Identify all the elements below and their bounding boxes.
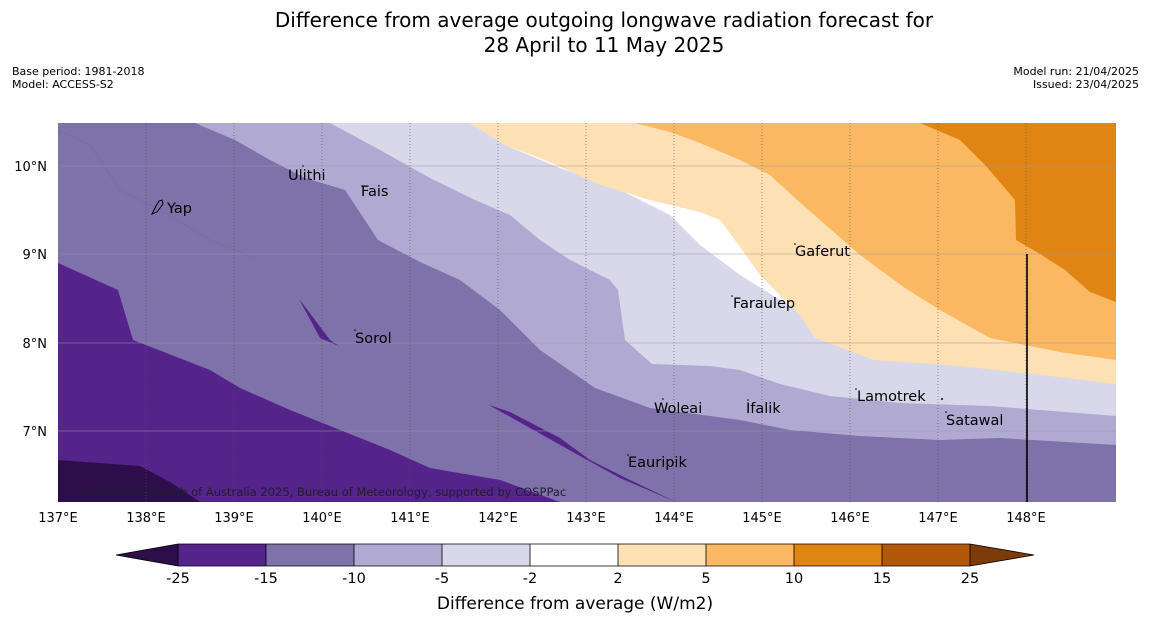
lon-tick-label: 137°E: [38, 511, 78, 526]
colorbar: -25 -15 -10 -5 -2 2 5 10 15 25: [115, 543, 1035, 587]
colorbar-bin: [266, 544, 354, 566]
lat-tick-label: 8°N: [23, 337, 48, 352]
title-line-2: 28 April to 11 May 2025: [483, 33, 725, 57]
colorbar-tick-label: 25: [961, 571, 979, 587]
colorbar-tick-label: 2: [613, 571, 622, 587]
colorbar-bin: [706, 544, 794, 566]
colorbar-tick-label: -5: [435, 571, 449, 587]
lon-tick-label: 143°E: [566, 511, 606, 526]
lon-tick-label: 139°E: [214, 511, 254, 526]
colorbar-arrow-right: [970, 544, 1034, 566]
colorbar-tick-label: 5: [701, 571, 710, 587]
latitude-axis: 10°N 9°N 8°N 7°N: [14, 160, 47, 440]
colorbar-tick-label: 15: [873, 571, 891, 587]
region-deep-negative: [58, 263, 560, 502]
colorbar-title: Difference from average (W/m2): [436, 594, 714, 614]
colorbar-tick-label: -15: [254, 571, 278, 587]
colorbar-bin: [618, 544, 706, 566]
place-label-sorol: Sorol: [355, 331, 392, 347]
lon-tick-label: 142°E: [478, 511, 518, 526]
colorbar-bin: [882, 544, 970, 566]
chart-title: Difference from average outgoing longwav…: [0, 8, 1150, 58]
colorbar-bin: [794, 544, 882, 566]
colorbar-arrow-left: [116, 544, 178, 566]
base-period-info: Base period: 1981-2018 Model: ACCESS-S2: [12, 65, 144, 91]
place-label-faraulep: Faraulep: [733, 296, 795, 312]
colorbar-tick-label: -10: [342, 571, 366, 587]
yap-island-outline: [150, 199, 164, 215]
copyright-notice: © Commonwealth of Australia 2025, Bureau…: [82, 485, 566, 499]
colorbar-tick-label: -25: [166, 571, 190, 587]
lon-tick-label: 147°E: [918, 511, 958, 526]
lon-tick-label: 145°E: [742, 511, 782, 526]
lon-tick-label: 148°E: [1006, 511, 1046, 526]
colorbar-bin: [530, 544, 618, 566]
place-label-lamotrek: Lamotrek: [857, 389, 926, 405]
lon-tick-label: 144°E: [654, 511, 694, 526]
place-label-ifalik: Ifalik: [746, 401, 781, 417]
place-label-yap: Yap: [166, 201, 192, 217]
lon-tick-label: 146°E: [830, 511, 870, 526]
region-below-minus25: [58, 460, 200, 502]
lon-tick-label: 141°E: [390, 511, 430, 526]
place-label-woleai: Woleai: [654, 401, 702, 417]
place-label-ulithi: Ulithi: [288, 168, 326, 184]
model-run: Model run: 21/04/2025: [1013, 65, 1139, 78]
colorbar-bin: [178, 544, 266, 566]
longitude-axis: 137°E 138°E 139°E 140°E 141°E 142°E 143°…: [38, 511, 1046, 526]
graticule: [145, 123, 1027, 502]
issued-date: Issued: 23/04/2025: [1032, 78, 1139, 91]
colorbar-bin: [442, 544, 530, 566]
model-name: Model: ACCESS-S2: [12, 78, 114, 91]
lon-tick-label: 140°E: [302, 511, 342, 526]
colorbar-tick-label: -2: [523, 571, 537, 587]
colorbar-bin: [354, 544, 442, 566]
lat-tick-label: 9°N: [23, 248, 48, 263]
island-dots: [302, 165, 947, 456]
lon-tick-label: 138°E: [126, 511, 166, 526]
lat-tick-label: 7°N: [23, 425, 48, 440]
lat-tick-label: 10°N: [14, 160, 47, 175]
model-run-info: Model run: 21/04/2025 Issued: 23/04/2025: [1013, 65, 1139, 91]
colorbar-tick-label: 10: [785, 571, 803, 587]
place-label-fais: Fais: [361, 184, 388, 200]
map-plot-area: Yap Ulithi Fais Gaferut Faraulep Sorol W…: [58, 123, 1116, 502]
place-label-eauripik: Eauripik: [628, 455, 687, 471]
region-plus5-to-plus10: [635, 123, 1116, 360]
base-period: Base period: 1981-2018: [12, 65, 145, 78]
title-line-1: Difference from average outgoing longwav…: [274, 8, 934, 32]
place-label-satawal: Satawal: [946, 413, 1003, 429]
place-label-gaferut: Gaferut: [795, 244, 850, 260]
latitude-lines: [58, 165, 1116, 432]
region-plus10-to-plus15: [920, 123, 1116, 302]
